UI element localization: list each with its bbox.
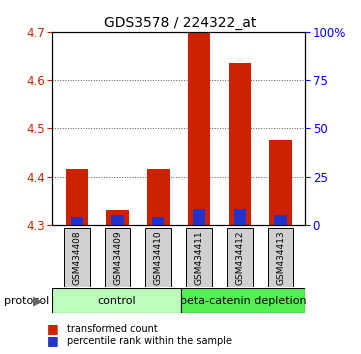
Bar [105,228,130,287]
Bar [269,141,292,225]
Bar [52,288,181,313]
Bar [227,228,253,287]
Text: percentile rank within the sample: percentile rank within the sample [67,336,232,346]
Bar [112,215,124,225]
Bar [181,288,305,313]
Text: ■: ■ [47,322,59,335]
Bar [152,217,165,225]
Text: GSM434410: GSM434410 [154,230,163,285]
Text: GSM434409: GSM434409 [113,230,122,285]
Bar [188,32,210,225]
Bar [145,228,171,287]
Bar [106,210,129,225]
Text: GDS3578 / 224322_at: GDS3578 / 224322_at [104,16,257,30]
Text: ■: ■ [47,334,59,347]
Bar [234,209,246,225]
Text: GSM434411: GSM434411 [195,230,204,285]
Text: beta-catenin depletion: beta-catenin depletion [179,296,306,306]
Text: GSM434413: GSM434413 [276,230,285,285]
Bar [64,228,90,287]
Bar [147,169,170,225]
Text: protocol: protocol [4,296,49,306]
Text: ▶: ▶ [33,294,43,307]
Text: control: control [97,296,136,306]
Text: GSM434408: GSM434408 [72,230,81,285]
Bar [193,209,205,225]
Bar [274,215,287,225]
Text: transformed count: transformed count [67,324,157,333]
Bar [66,169,88,225]
Bar [268,228,293,287]
Text: GSM434412: GSM434412 [235,230,244,285]
Bar [229,63,251,225]
Bar [71,217,83,225]
Bar [186,228,212,287]
